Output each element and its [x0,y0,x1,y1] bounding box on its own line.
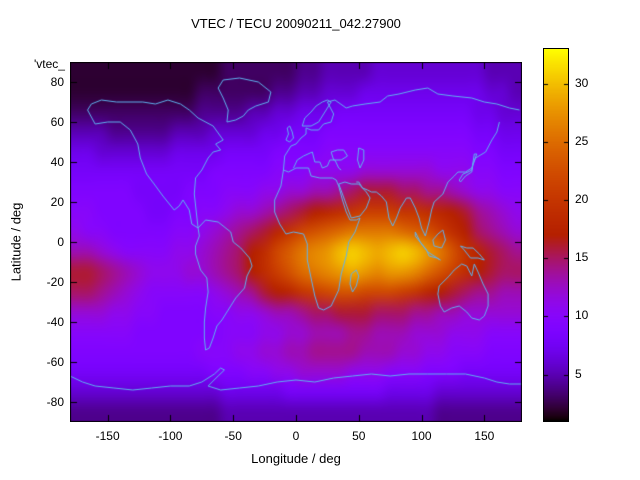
colorbar-tick-label: 15 [575,250,589,265]
series-key-label: 'vtec_ [34,57,65,71]
x-tick-label: 50 [352,429,366,443]
y-tick-label: -60 [46,355,64,369]
y-tick-label: -40 [46,315,64,329]
colorbar-canvas [543,48,569,422]
colorbar-tick-label: 5 [575,366,582,381]
x-tick-label: -150 [95,429,120,443]
colorbar-tick-label: 30 [575,75,589,90]
y-tick-label: -80 [46,395,64,409]
x-axis-title: Longitude / deg [251,451,341,466]
colorbar-tick-label: 25 [575,134,589,148]
colorbar-tick-label: 10 [575,308,589,323]
y-tick-label: -20 [46,275,64,289]
plot-area [70,62,522,422]
x-tick-label: 100 [411,429,432,443]
x-tick-label: -50 [224,429,242,443]
y-tick-label: 20 [50,195,64,209]
y-tick-label: 40 [50,155,64,169]
coastlines-overlay-canvas [70,62,522,422]
y-tick-label: 0 [57,235,64,249]
x-tick-label: 0 [292,429,300,443]
y-tick-label: 60 [50,115,64,129]
x-tick-label: 150 [474,429,495,443]
y-tick-label: 80 [50,75,64,89]
colorbar-tick-label: 20 [575,192,589,207]
chart-title: VTEC / TECU 20090211_042.27900 [191,16,401,31]
x-tick-label: -100 [158,429,183,443]
y-axis-title: Latitude / deg [8,202,24,282]
